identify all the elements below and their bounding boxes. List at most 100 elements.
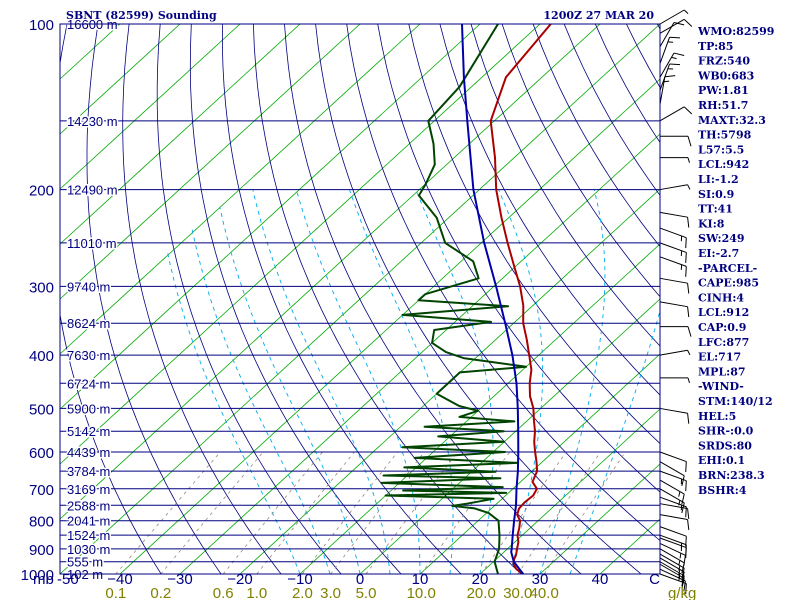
index-value: SHR-:0.0 <box>698 425 754 438</box>
pressure-unit-label: mb <box>33 571 54 588</box>
wind-barb-half-feather <box>678 575 681 581</box>
wind-barb-half-feather <box>678 500 681 506</box>
mixing-ratio-label: 1.0 <box>246 585 267 600</box>
wind-barb <box>659 526 687 547</box>
index-value: FRZ:540 <box>698 55 750 68</box>
wind-barb-feather <box>685 583 687 595</box>
mixing-ratio-label: 0.6 <box>213 585 234 600</box>
pressure-tick-label: 100 <box>29 17 54 34</box>
height-level-label: 5142 m <box>67 424 110 439</box>
wind-barb-staff <box>659 407 688 414</box>
index-value: TH:5798 <box>698 129 752 142</box>
dry-adiabat-line <box>284 24 582 574</box>
wind-barb-staff <box>659 534 687 546</box>
wind-barb-feather <box>685 506 687 518</box>
wind-barb-staff <box>659 76 666 105</box>
index-value: CINH:4 <box>698 291 744 304</box>
index-value: PW:1.81 <box>698 84 749 97</box>
moist-adiabat-line <box>252 189 391 574</box>
wind-barb <box>659 470 687 492</box>
wind-barb-feather <box>669 36 681 39</box>
wind-barb <box>659 553 685 579</box>
height-level-label: 14230 m <box>67 114 118 129</box>
wind-barb <box>659 75 676 105</box>
wind-barb-staff <box>659 526 687 537</box>
isotherm-line <box>479 408 660 574</box>
wind-barb <box>659 496 687 518</box>
wind-barb <box>659 184 691 191</box>
pressure-tick-label: 400 <box>29 348 54 365</box>
wind-barb-staff <box>659 568 686 582</box>
moist-adiabat-line <box>569 309 660 574</box>
wind-barb <box>659 561 685 587</box>
mixing-ratio-label: 2.0 <box>292 585 313 600</box>
index-value: LCL:942 <box>698 158 749 171</box>
wind-barb <box>660 326 692 337</box>
wind-barb-feather <box>681 475 685 487</box>
index-value: CAPE:985 <box>698 277 759 290</box>
wind-barb-feather <box>673 52 685 56</box>
wind-barb-staff <box>659 242 687 253</box>
wind-barb-feather <box>683 580 686 592</box>
height-level-label: 6724 m <box>67 376 110 391</box>
mixing-ratio-line <box>256 451 355 574</box>
isotherm-line <box>60 24 241 190</box>
wind-barb-staff <box>659 301 688 308</box>
chart-time: 1200Z 27 MAR 20 <box>543 9 654 22</box>
isotherm-line <box>179 133 660 574</box>
mixing-ratio-label: 0.2 <box>150 585 171 600</box>
isotherm-line <box>359 298 660 574</box>
wind-barb <box>659 514 690 530</box>
wind-barb-feather <box>687 136 692 147</box>
index-value: -PARCEL- <box>698 262 757 275</box>
mixing-ratio-unit: g/kg <box>668 585 696 600</box>
wind-barb-feather <box>681 578 685 589</box>
wind-barb-half-feather <box>671 56 677 60</box>
dry-adiabat-line <box>86 24 222 574</box>
wind-barbs <box>659 9 693 595</box>
temperature-tick-label: −20 <box>227 571 252 588</box>
mixing-ratio-label: 40.0 <box>530 585 559 600</box>
wind-barb <box>659 256 687 277</box>
wind-barb-half-feather <box>663 80 670 83</box>
temperature-tick-label: C <box>649 571 660 588</box>
mixing-ratio-label: 5.0 <box>356 585 377 600</box>
temperature-line <box>489 24 552 574</box>
pressure-tick-label: 200 <box>29 183 54 200</box>
dewpoint-line <box>380 24 528 574</box>
wind-barb <box>659 557 685 583</box>
wind-barb <box>659 106 693 122</box>
isotherm-line <box>60 24 541 465</box>
wind-barb <box>660 377 690 384</box>
wind-barb-staff <box>659 561 685 577</box>
wind-barb-feather <box>687 413 690 424</box>
index-value: WB0:683 <box>697 69 754 82</box>
temperature-tick-label: 10 <box>412 571 429 588</box>
mixing-ratio-label: 30.0 <box>503 585 532 600</box>
wind-barb-staff <box>659 37 671 64</box>
wind-barb-half-feather <box>678 573 681 579</box>
isotherm-line <box>539 463 660 574</box>
wind-barb-staff <box>659 106 685 122</box>
index-value: LCL:912 <box>698 306 749 319</box>
mixing-ratio-line <box>302 451 398 574</box>
wind-barb-feather <box>687 306 690 318</box>
isotherm-line <box>60 24 601 520</box>
wind-barb-feather <box>681 494 685 505</box>
wind-barb-staff <box>659 514 688 521</box>
wind-barb-feather <box>687 519 690 530</box>
pressure-tick-label: 500 <box>29 401 54 418</box>
temperature-tick-label: −40 <box>107 571 132 588</box>
dry-adiabat-line <box>60 24 162 574</box>
temperature-tick-label: 20 <box>472 571 489 588</box>
wind-barb <box>660 135 692 147</box>
pressure-tick-label: 900 <box>29 542 54 559</box>
wind-barb-staff <box>659 470 687 482</box>
mixing-ratio-label: 10.0 <box>407 585 436 600</box>
wind-barb <box>659 563 685 589</box>
wind-barb-staff <box>659 349 688 356</box>
height-level-label: 555 m <box>67 555 103 570</box>
wind-barb <box>659 349 691 356</box>
index-value: TT:41 <box>698 203 733 216</box>
dry-adiabat-line <box>122 24 282 574</box>
